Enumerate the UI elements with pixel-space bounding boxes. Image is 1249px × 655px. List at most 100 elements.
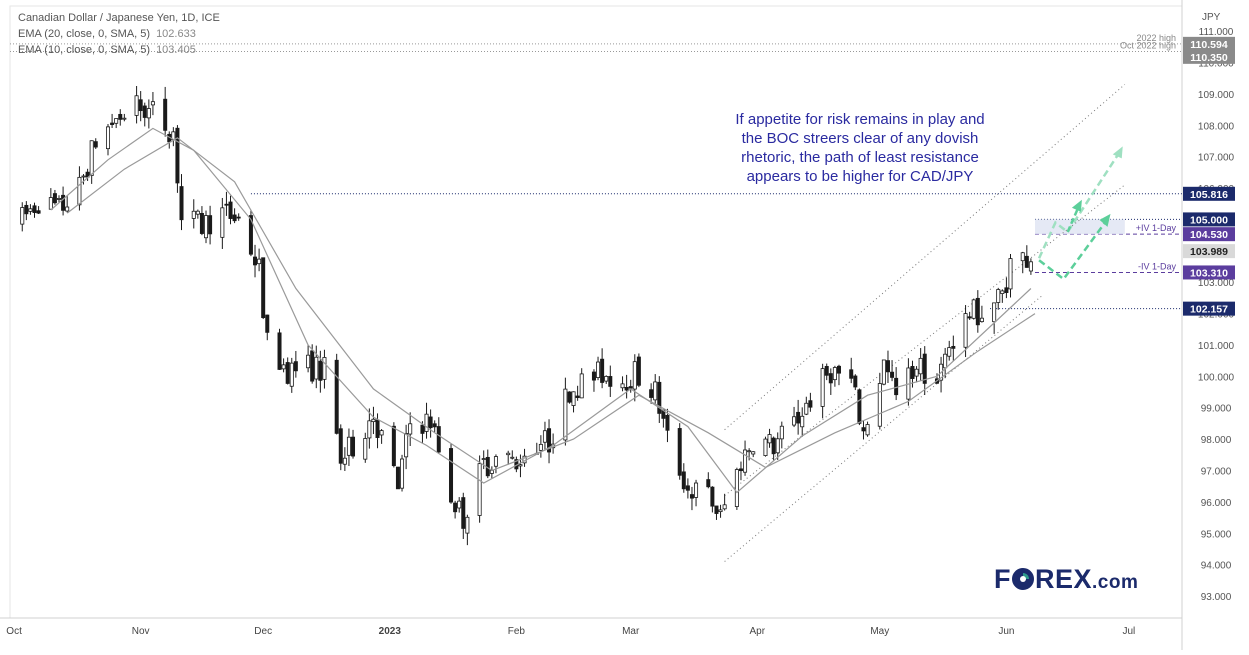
candle-body[interactable] [885,360,890,373]
candle-body[interactable] [195,210,200,215]
candle-body[interactable] [792,416,797,426]
candle-body[interactable] [138,99,143,112]
candle-body[interactable] [608,376,613,387]
candle-body[interactable] [747,450,752,453]
candle-body[interactable] [665,414,670,431]
price-label-bg[interactable] [1183,36,1235,51]
candle-body[interactable] [220,207,225,238]
candle-body[interactable] [28,208,33,212]
candle-body[interactable] [106,126,111,150]
candle-body[interactable] [61,194,66,211]
candle-body[interactable] [567,391,572,403]
candle-body[interactable] [375,419,380,438]
candle-body[interactable] [253,256,258,266]
legend-ema-20[interactable]: EMA (20, close, 0, SMA, 5) 102.633 [18,26,226,42]
candle-body[interactable] [436,426,441,453]
candle-body[interactable] [763,438,768,456]
price-label[interactable]: 105.000 [1190,214,1228,226]
candle-body[interactable] [24,204,29,215]
candle-body[interactable] [163,98,168,131]
candle-body[interactable] [236,216,241,219]
candle-body[interactable] [685,485,690,491]
candle-body[interactable] [306,354,311,369]
candle-body[interactable] [849,369,854,379]
candle-body[interactable] [1000,290,1005,294]
price-label-bg[interactable] [1183,49,1235,64]
candle-body[interactable] [775,438,780,454]
candle-body[interactable] [204,215,209,239]
candle-body[interactable] [146,108,151,119]
candle-body[interactable] [453,502,458,513]
ema-10-line[interactable] [50,127,1032,494]
candle-body[interactable] [979,317,984,323]
candle-body[interactable] [77,176,82,206]
candle-body[interactable] [481,458,486,460]
candle-body[interactable] [363,438,368,460]
candle-body[interactable] [110,122,115,125]
candle-body[interactable] [122,117,127,120]
candle-body[interactable] [424,413,429,432]
candle-body[interactable] [694,482,699,498]
candle-body[interactable] [547,428,552,453]
price-label-bg[interactable] [1183,186,1235,201]
candle-body[interactable] [342,457,347,465]
candle-body[interactable] [334,359,339,434]
candle-body[interactable] [1024,255,1029,268]
candle-body[interactable] [457,500,462,509]
candle-body[interactable] [224,203,229,206]
candle-body[interactable] [257,258,262,265]
candle-body[interactable] [65,206,70,212]
candle-body[interactable] [1008,258,1013,290]
candle-body[interactable] [804,402,809,415]
price-label[interactable]: 103.989 [1190,246,1228,258]
candle-body[interactable] [1028,261,1033,272]
candle-body[interactable] [620,383,625,389]
candle-body[interactable] [142,105,147,118]
candle-body[interactable] [824,366,829,376]
candle-body[interactable] [881,359,886,385]
price-label[interactable]: 110.350 [1190,52,1228,64]
candle-body[interactable] [677,428,682,476]
candle-body[interactable] [706,479,711,488]
candle-body[interactable] [395,466,400,490]
candle-body[interactable] [310,350,315,382]
candle-body[interactable] [408,423,413,435]
candle-body[interactable] [828,373,833,384]
price-label-bg[interactable] [1183,265,1235,280]
candle-body[interactable] [604,375,609,382]
candle-body[interactable] [48,197,53,210]
candle-body[interactable] [596,361,601,378]
candle-body[interactable] [32,205,37,213]
candle-body[interactable] [285,362,290,384]
candle-body[interactable] [767,434,772,444]
candle-body[interactable] [322,357,327,380]
candle-body[interactable] [232,214,237,222]
candle-body[interactable] [228,201,233,219]
candle-body[interactable] [943,353,948,369]
candle-body[interactable] [1004,287,1009,293]
candle-body[interactable] [628,386,633,389]
candle-body[interactable] [261,257,266,318]
candle-body[interactable] [367,420,372,439]
candle-body[interactable] [579,373,584,399]
price-label-bg[interactable] [1183,244,1235,259]
candle-body[interactable] [81,175,86,178]
candle-body[interactable] [751,451,756,455]
candle-body[interactable] [318,360,323,381]
candle-body[interactable] [1020,252,1025,262]
candle-body[interactable] [118,113,123,120]
price-label-bg[interactable] [1183,227,1235,242]
price-label[interactable]: 104.530 [1190,229,1228,241]
price-label[interactable]: 105.816 [1190,189,1228,201]
candle-body[interactable] [820,368,825,407]
candle-body[interactable] [975,297,980,326]
candle-body[interactable] [800,415,805,428]
candle-body[interactable] [379,430,384,436]
candle-body[interactable] [518,464,523,467]
candle-body[interactable] [861,427,866,432]
candle-body[interactable] [371,418,376,423]
candle-body[interactable] [910,366,915,379]
candle-body[interactable] [963,313,968,348]
candle-body[interactable] [624,386,629,391]
